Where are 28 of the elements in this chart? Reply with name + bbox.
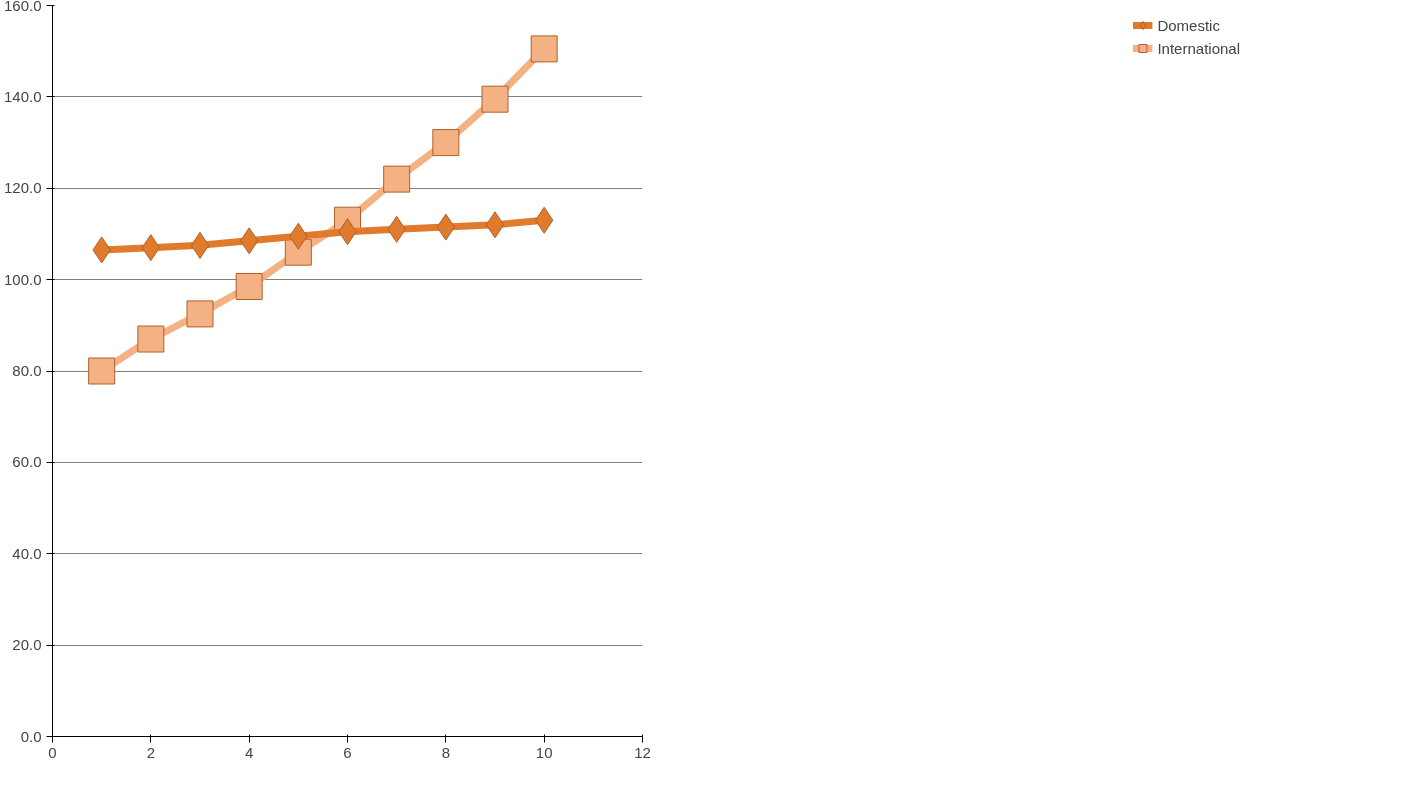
y-tick-label: 140.0	[3, 87, 42, 105]
point	[485, 211, 505, 239]
y-tick-label: 40.0	[12, 544, 42, 562]
x-tick-label: 4	[245, 743, 254, 761]
y-tick-label: 60.0	[12, 453, 42, 471]
point	[530, 35, 558, 63]
point	[88, 357, 116, 385]
point	[432, 129, 460, 157]
point	[186, 300, 214, 328]
x-tick-label: 12	[634, 743, 651, 761]
y-tick-label: 80.0	[12, 362, 42, 379]
x-tick-label: 2	[146, 743, 156, 761]
point	[481, 85, 509, 113]
y-tick-label: 160.0	[3, 0, 42, 14]
point	[383, 165, 411, 193]
point	[190, 231, 210, 259]
y-tick-label: 100.0	[3, 270, 42, 288]
x-tick-label: 6	[343, 743, 352, 761]
legend-label: International	[1157, 39, 1240, 57]
point	[235, 272, 263, 300]
legend-label: Domestic	[1157, 16, 1220, 34]
x-tick-label: 0	[48, 743, 57, 761]
y-tick-label: 20.0	[12, 636, 42, 654]
y-tick-label: 120.0	[3, 179, 42, 197]
x-tick-label: 10	[535, 743, 553, 761]
x-tick-label: 8	[441, 743, 451, 761]
point	[137, 325, 165, 353]
y-tick-label: 0.0	[20, 727, 42, 745]
